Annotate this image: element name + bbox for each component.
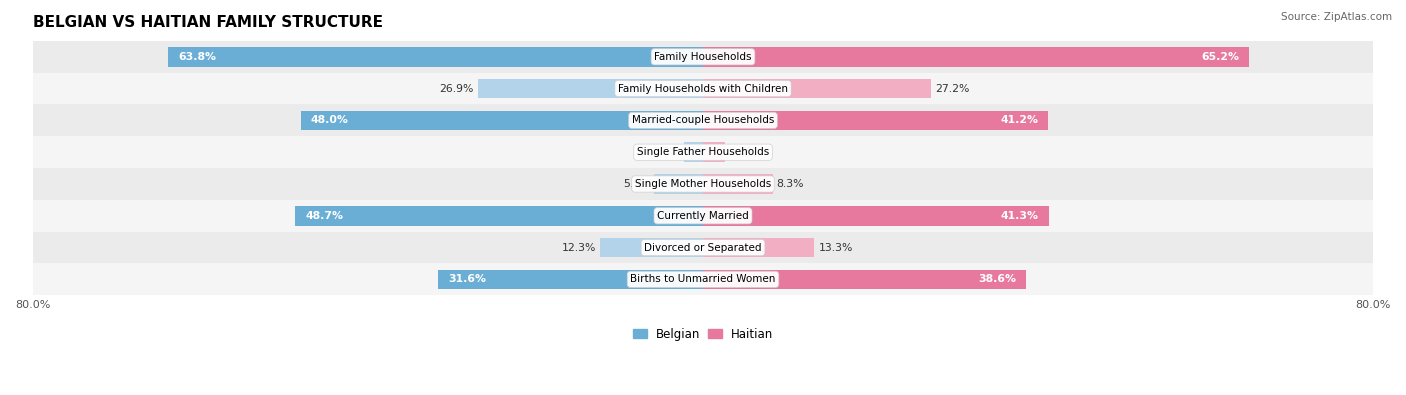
Text: Births to Unmarried Women: Births to Unmarried Women: [630, 275, 776, 284]
Bar: [169, 47, 703, 67]
Text: BELGIAN VS HAITIAN FAMILY STRUCTURE: BELGIAN VS HAITIAN FAMILY STRUCTURE: [32, 15, 382, 30]
Bar: [703, 174, 772, 194]
Text: 38.6%: 38.6%: [979, 275, 1017, 284]
Text: 5.8%: 5.8%: [623, 179, 650, 189]
Bar: [683, 142, 703, 162]
Bar: [703, 111, 1049, 130]
Bar: [654, 174, 703, 194]
Bar: [703, 79, 931, 98]
Bar: [32, 73, 1374, 105]
Bar: [32, 200, 1374, 232]
Bar: [32, 136, 1374, 168]
Text: 2.6%: 2.6%: [728, 147, 756, 157]
Text: 65.2%: 65.2%: [1201, 52, 1239, 62]
Bar: [703, 142, 724, 162]
Bar: [478, 79, 703, 98]
Text: Divorced or Separated: Divorced or Separated: [644, 243, 762, 252]
Text: 31.6%: 31.6%: [449, 275, 486, 284]
Text: Married-couple Households: Married-couple Households: [631, 115, 775, 125]
Text: Single Father Households: Single Father Households: [637, 147, 769, 157]
Text: 2.3%: 2.3%: [652, 147, 679, 157]
Bar: [32, 168, 1374, 200]
Text: Currently Married: Currently Married: [657, 211, 749, 221]
Bar: [295, 206, 703, 226]
Text: 48.0%: 48.0%: [311, 115, 349, 125]
Text: Family Households: Family Households: [654, 52, 752, 62]
Text: Single Mother Households: Single Mother Households: [636, 179, 770, 189]
Bar: [600, 238, 703, 258]
Text: 13.3%: 13.3%: [818, 243, 853, 252]
Text: 41.3%: 41.3%: [1001, 211, 1039, 221]
Text: 12.3%: 12.3%: [561, 243, 596, 252]
Legend: Belgian, Haitian: Belgian, Haitian: [628, 323, 778, 345]
Text: Family Households with Children: Family Households with Children: [619, 84, 787, 94]
Bar: [32, 232, 1374, 263]
Bar: [703, 206, 1049, 226]
Bar: [703, 238, 814, 258]
Bar: [439, 269, 703, 289]
Text: 41.2%: 41.2%: [1000, 115, 1038, 125]
Text: Source: ZipAtlas.com: Source: ZipAtlas.com: [1281, 12, 1392, 22]
Bar: [32, 105, 1374, 136]
Bar: [32, 263, 1374, 295]
Text: 27.2%: 27.2%: [935, 84, 970, 94]
Text: 8.3%: 8.3%: [776, 179, 804, 189]
Bar: [301, 111, 703, 130]
Bar: [703, 47, 1250, 67]
Text: 63.8%: 63.8%: [179, 52, 217, 62]
Text: 48.7%: 48.7%: [305, 211, 343, 221]
Bar: [703, 269, 1026, 289]
Text: 26.9%: 26.9%: [439, 84, 474, 94]
Bar: [32, 41, 1374, 73]
